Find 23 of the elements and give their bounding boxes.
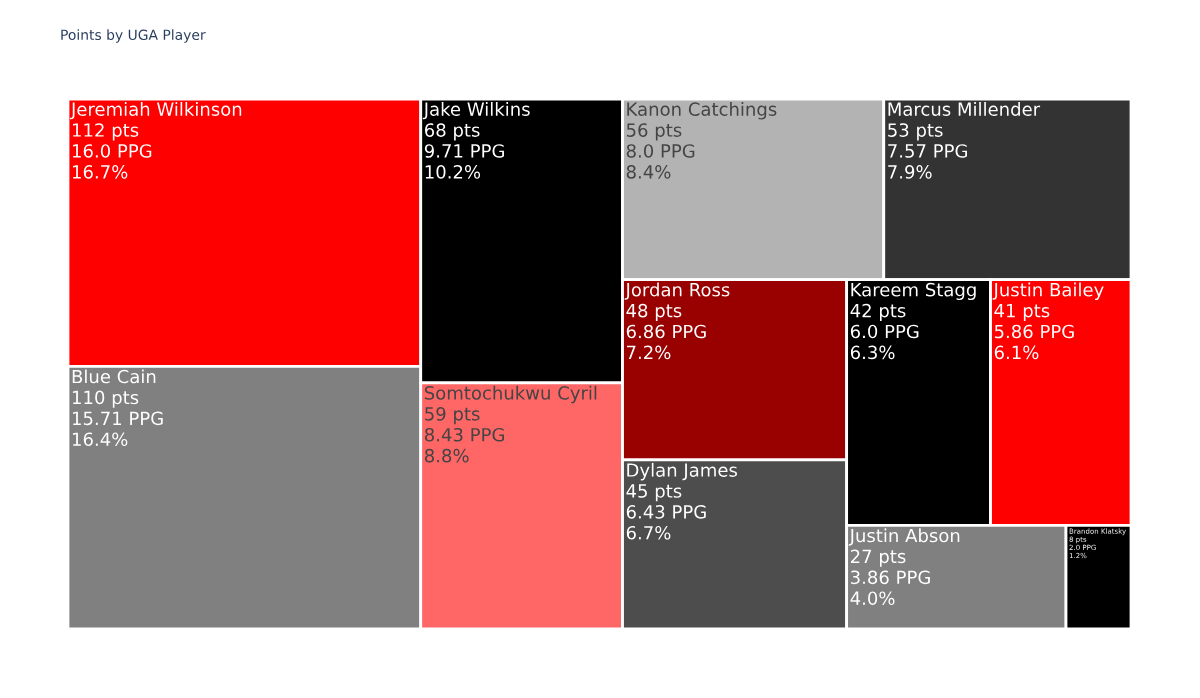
- category-label: Jeremiah Wilkinson: [70, 102, 242, 120]
- category-label: Justin Abson: [848, 528, 960, 546]
- data-label: 48 pts 6.86 PPG 7.2%: [626, 303, 706, 360]
- category-label: Somtochukwu Cyril: [424, 385, 597, 404]
- data-label: 27 pts 3.86 PPG 4.0%: [850, 549, 930, 606]
- data-label: 41 pts 5.86 PPG 6.1%: [994, 303, 1074, 360]
- text: Points by UGA Player: [61, 29, 206, 43]
- category-label: Jordan Ross: [624, 282, 730, 300]
- data-label: 59 pts 8.43 PPG 8.8%: [424, 407, 504, 463]
- category-label: Jake Wilkins: [422, 102, 530, 120]
- data-label: 68 pts 9.71 PPG 10.2%: [424, 123, 504, 179]
- data-label: 110 pts 15.71 PPG 16.4%: [72, 390, 163, 447]
- category-label: Kanon Catchings: [627, 102, 777, 120]
- category-label: Marcus Millender: [888, 102, 1041, 116]
- category-label: Dylan James: [627, 462, 737, 481]
- data-label: 45 pts 6.43 PPG 6.7%: [626, 484, 706, 540]
- data-label: 112 pts 16.0 PPG 16.7%: [72, 123, 152, 179]
- data-label: 53 pts 7.57 PPG 7.9%: [888, 123, 967, 179]
- data-label: 42 pts 6.0 PPG 6.3%: [850, 303, 919, 360]
- category-label: Justin Bailey: [992, 282, 1104, 301]
- category-label: Kareem Stagg: [851, 282, 976, 301]
- category-label: Blue Cain: [72, 369, 156, 384]
- data-label: 56 pts 8.0 PPG 8.4%: [626, 123, 695, 179]
